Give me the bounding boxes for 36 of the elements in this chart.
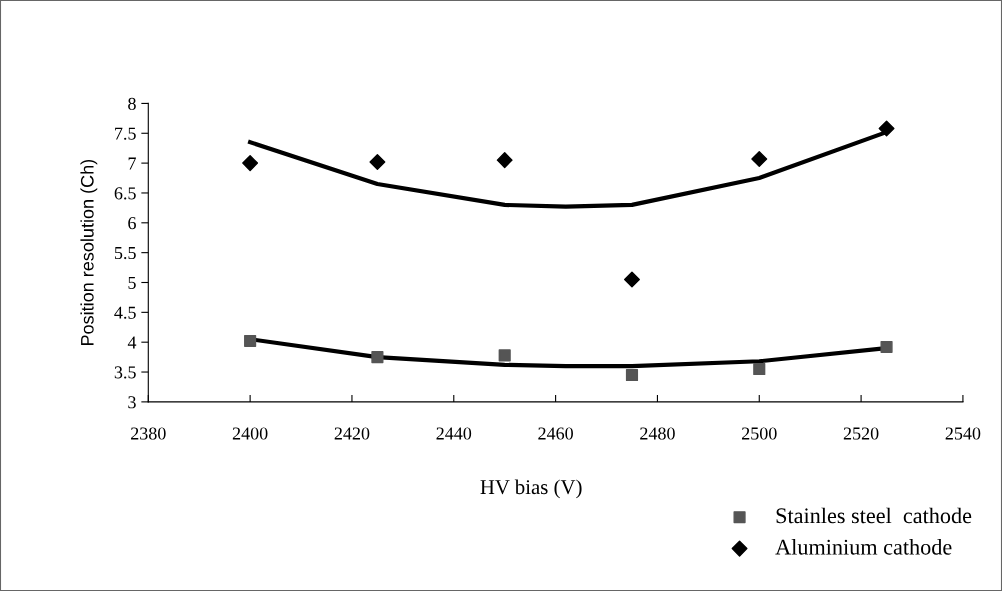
point: [371, 351, 384, 364]
y-tick-label: 7.5: [115, 127, 136, 140]
y-tick-label: 3: [128, 396, 136, 409]
y-tick-label: 7: [128, 157, 136, 170]
x-tick-label: 2420: [334, 427, 370, 440]
point: [242, 155, 259, 172]
point: [244, 334, 257, 348]
y-tick-label: 6: [128, 217, 136, 230]
x-tick-label: 2380: [131, 427, 166, 440]
x-tick-label: 2460: [538, 427, 573, 440]
x-tick-label: 2400: [232, 427, 268, 440]
x-tick-label: 2440: [436, 427, 472, 440]
point: [496, 152, 513, 169]
point: [625, 368, 639, 382]
legend-label: Stainles steel cathode: [776, 507, 972, 524]
y-tick-label: 5.5: [114, 247, 136, 260]
x-axis-title: HV bias (V): [480, 479, 582, 499]
y-axis-title: Position resolution (Ch): [80, 159, 98, 345]
x-tick-label: 2480: [640, 427, 675, 440]
x-tick-label: 2520: [843, 427, 879, 440]
x-tick-label: 2500: [742, 427, 777, 440]
point: [751, 150, 768, 167]
point: [369, 153, 386, 170]
legend-label: Aluminium cathode: [775, 539, 952, 555]
point: [880, 340, 893, 354]
y-tick-label: 4.5: [114, 306, 136, 319]
point: [878, 120, 895, 137]
y-tick-label: 8: [128, 97, 136, 110]
y-tick-label: 4: [127, 336, 137, 349]
x-tick-label: 2540: [945, 427, 981, 440]
point: [624, 271, 640, 288]
y-tick-label: 3.5: [114, 366, 136, 379]
y-tick-label: 6.5: [114, 187, 136, 200]
y-tick-label: 5: [128, 276, 136, 289]
point: [498, 349, 511, 362]
point: [753, 362, 766, 376]
